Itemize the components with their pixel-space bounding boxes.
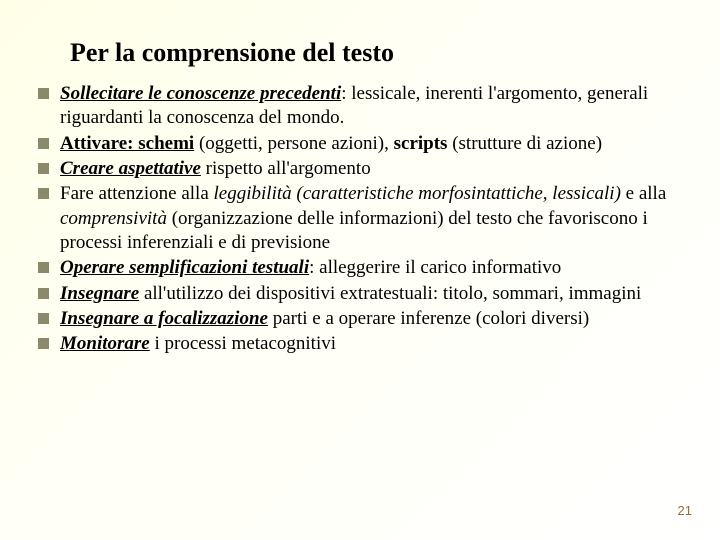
lead-text: Sollecitare le conoscenze precedenti — [60, 83, 341, 104]
item-text: e alla — [621, 183, 666, 204]
list-item: Operare semplificazioni testuali: allegg… — [36, 256, 690, 280]
item-text: : alleggerire il carico informativo — [309, 257, 561, 278]
slide-title: Per la comprensione del testo — [70, 38, 690, 68]
list-item: Fare attenzione alla leggibilità (caratt… — [36, 182, 690, 255]
page-number: 21 — [678, 503, 692, 518]
list-item: Monitorare i processi metacognitivi — [36, 332, 690, 356]
lead-text: Creare aspettative — [60, 158, 201, 179]
italic-text: comprensività — [60, 208, 167, 229]
item-text: all'utilizzo dei dispositivi extratestua… — [139, 283, 641, 304]
item-text: rispetto all'argomento — [201, 158, 371, 179]
lead-text: Attivare: schemi — [60, 133, 194, 154]
item-text: Fare attenzione alla — [60, 183, 214, 204]
list-item: Insegnare all'utilizzo dei dispositivi e… — [36, 282, 690, 306]
item-text: (oggetti, persone azioni), — [194, 133, 393, 154]
item-text: parti e a operare inferenze (colori dive… — [268, 308, 589, 329]
lead-text: Operare semplificazioni testuali — [60, 257, 309, 278]
lead-text: Monitorare — [60, 333, 150, 354]
slide: Per la comprensione del testo Sollecitar… — [0, 0, 720, 540]
bullet-list: Sollecitare le conoscenze precedenti: le… — [30, 82, 690, 356]
item-text: i processi metacognitivi — [150, 333, 336, 354]
list-item: Attivare: schemi (oggetti, persone azion… — [36, 132, 690, 156]
lead-text: Insegnare a focalizzazione — [60, 308, 268, 329]
list-item: Insegnare a focalizzazione parti e a ope… — [36, 307, 690, 331]
list-item: Sollecitare le conoscenze precedenti: le… — [36, 82, 690, 131]
list-item: Creare aspettative rispetto all'argoment… — [36, 157, 690, 181]
italic-text: leggibilità (caratteristiche morfosintat… — [214, 183, 621, 204]
lead-text: Insegnare — [60, 283, 139, 304]
item-text: (strutture di azione) — [447, 133, 602, 154]
bold-text: scripts — [394, 133, 448, 154]
